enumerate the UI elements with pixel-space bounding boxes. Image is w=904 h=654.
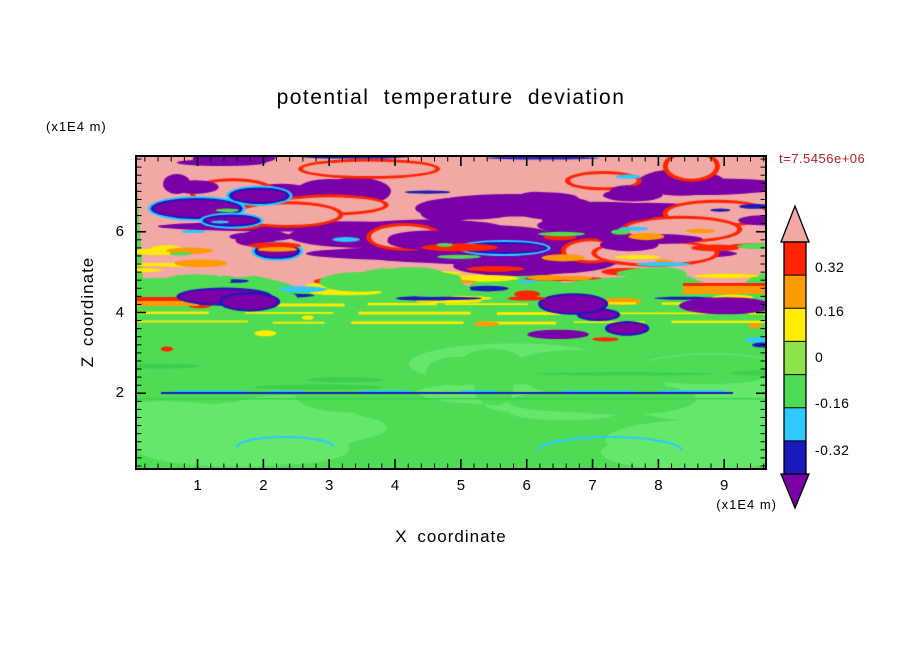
x-tick-label: 2 (259, 477, 268, 494)
y-tick-label: 6 (115, 222, 124, 240)
x-tick-label: 1 (193, 477, 202, 494)
time-annotation: t=7.5456e+06 (779, 151, 866, 166)
colorbar-arrow (780, 204, 810, 243)
colorbar-tick-label: -0.32 (815, 441, 850, 458)
colorbar-segment (784, 275, 806, 309)
x-tick-label: 8 (654, 477, 663, 494)
axes-frame (135, 155, 767, 470)
x-tick-label: 9 (720, 477, 729, 494)
colorbar-tick-label: 0.32 (815, 258, 845, 275)
y-tick-label: 4 (115, 303, 124, 321)
z-axis-unit-label: (x1E4 m) (46, 119, 107, 134)
x-axis-title: X coordinate (395, 527, 507, 546)
colorbar-arrow (780, 473, 810, 510)
colorbar-segment (784, 308, 806, 342)
colorbar-segment (784, 407, 806, 442)
x-tick-label: 6 (522, 477, 531, 494)
colorbar (780, 204, 810, 510)
colorbar-segment (784, 374, 806, 409)
colorbar-tick-label: 0 (815, 349, 824, 365)
colorbar-tick-label: 0.16 (815, 302, 845, 319)
plot-area (135, 155, 767, 470)
colorbar-segment (784, 242, 806, 276)
colorbar-segment (784, 440, 806, 475)
colorbar-tick-label: -0.16 (815, 395, 850, 412)
field-canvas (135, 155, 767, 470)
x-tick-label: 7 (588, 477, 597, 494)
x-tick-label: 3 (325, 477, 334, 494)
x-tick-label: 4 (390, 477, 400, 494)
colorbar-segment (784, 341, 806, 376)
y-tick-label: 2 (115, 384, 124, 402)
plot-frame (135, 155, 767, 470)
chart-title: potential temperature deviation (276, 86, 626, 109)
x-axis-unit-label: (x1E4 m) (716, 497, 777, 512)
x-tick-label: 5 (456, 477, 466, 494)
colorbar-outline (783, 241, 807, 475)
